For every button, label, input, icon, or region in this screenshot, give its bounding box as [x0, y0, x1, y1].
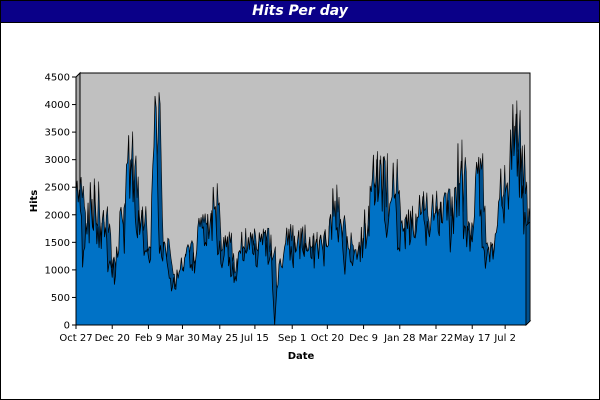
x-tick-label: May 17 [454, 333, 491, 344]
series-area [75, 95, 527, 326]
x-tick-label: Mar 30 [165, 333, 200, 344]
y-tick-label: 500 [51, 293, 70, 304]
chart-title: Hits Per day [252, 3, 348, 19]
x-tick-label: Oct 20 [311, 333, 344, 344]
y-tick-label: 3000 [45, 155, 70, 166]
y-tick-label: 3500 [45, 128, 70, 139]
x-axis-title: Date [288, 351, 315, 362]
y-tick-label: 2000 [45, 210, 70, 221]
x-tick-label: Jul 15 [240, 333, 269, 344]
x-tick-label: Jan 28 [383, 333, 415, 344]
x-tick-label: Dec 20 [95, 333, 130, 344]
x-tick-label: Dec 9 [349, 333, 378, 344]
y-tick-label: 0 [64, 321, 70, 332]
y-tick-label: 2500 [45, 183, 70, 194]
y-axis-title: Hits [29, 190, 40, 213]
y-tick-label: 1000 [45, 265, 70, 276]
x-tick-label: Jul 2 [493, 333, 516, 344]
y-tick-label: 1500 [45, 238, 70, 249]
x-tick-label: Feb 9 [135, 333, 162, 344]
x-tick-label: May 25 [201, 333, 238, 344]
y-tick-label: 4500 [45, 73, 70, 84]
x-tick-label: Mar 22 [419, 333, 454, 344]
x-tick-label: Sep 1 [278, 333, 306, 344]
y-tick-label: 4000 [45, 100, 70, 111]
x-tick-label: Oct 27 [59, 333, 92, 344]
chart-title-bar: Hits Per day [1, 1, 599, 23]
chart-svg: 0 500 1000 1500 2000 2500 3000 3500 4000 4500 Oct … [29, 71, 532, 362]
series-area-cap [525, 220, 531, 326]
